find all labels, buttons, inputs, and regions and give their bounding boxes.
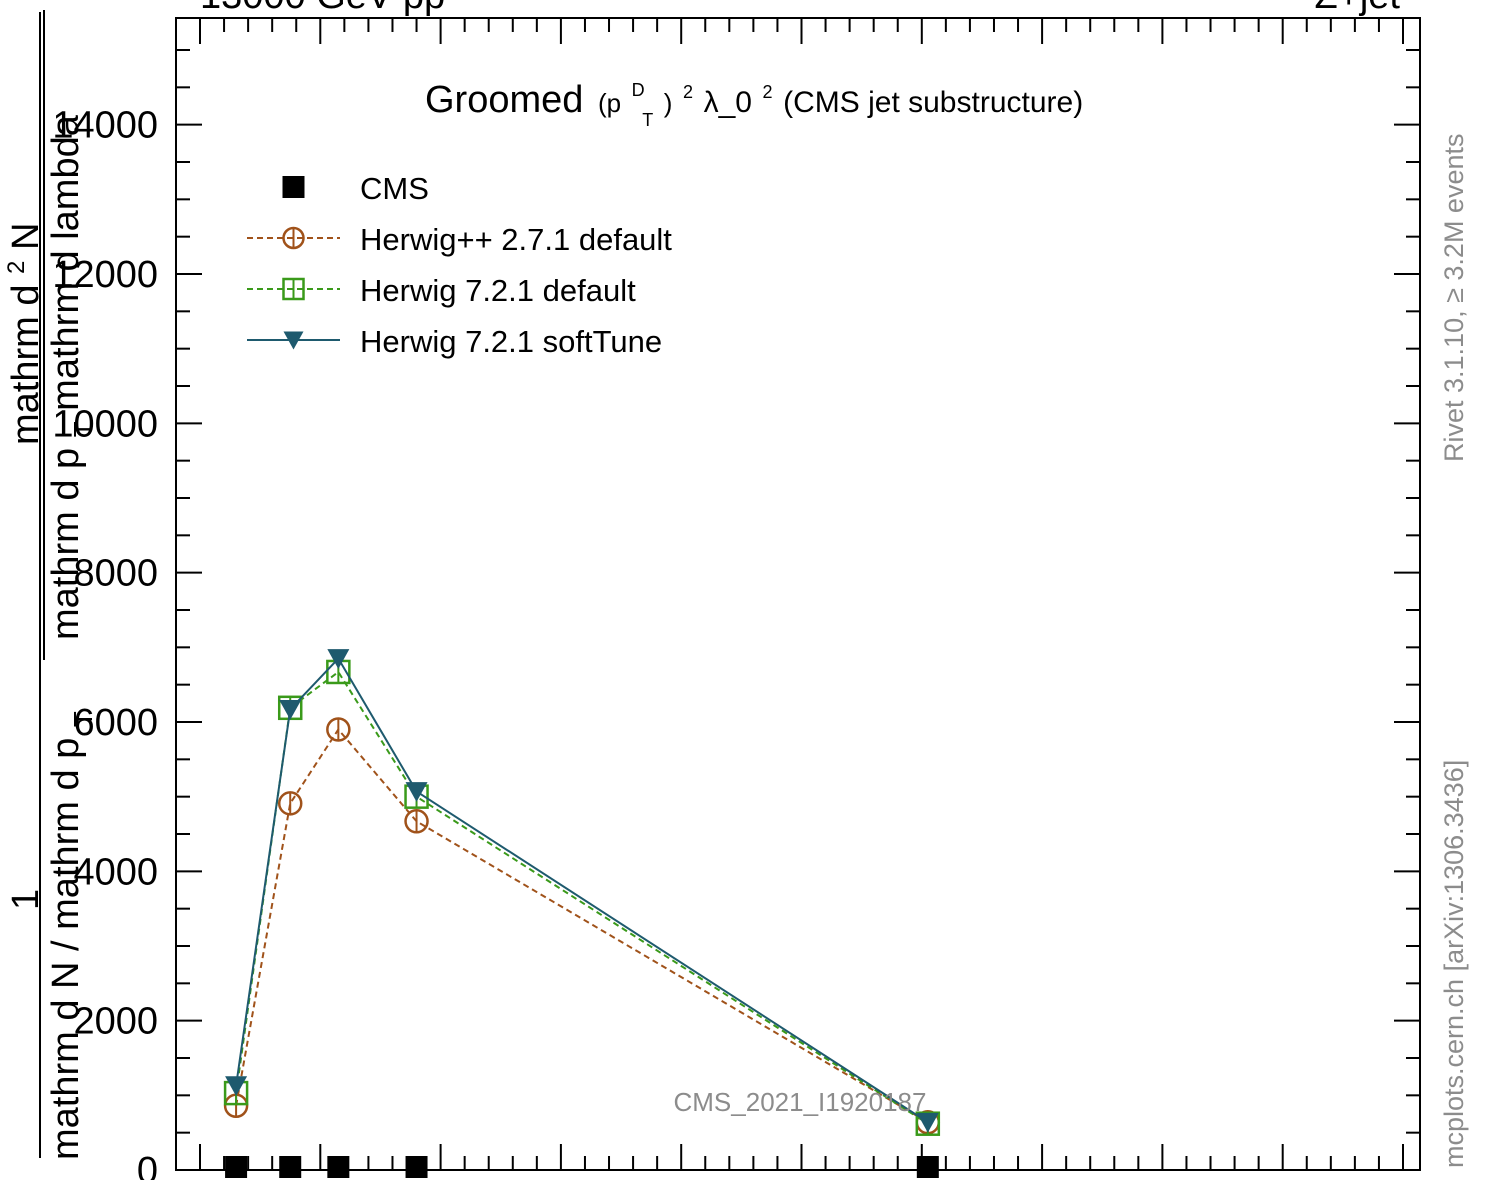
marker-triangle: [279, 699, 302, 720]
y-tick-label: 10000: [52, 403, 158, 445]
title-close: ): [664, 88, 673, 118]
title-word: Groomed: [425, 79, 583, 121]
series-line: [235, 727, 929, 1124]
title-sup-2b: 2: [763, 82, 773, 102]
marker-circle: [277, 791, 303, 816]
marker-triangle: [916, 1112, 939, 1133]
axis-ticks: [176, 18, 1420, 1171]
y-axis-label: 1 mathrm d N / mathrm d p T mathrm d 2 N…: [0, 10, 101, 1160]
plot-title: Groomed (p D T ) 2 λ_0 2 (CMS jet substr…: [425, 63, 1083, 135]
header-right-text: Z+jet: [1314, 0, 1400, 17]
y-tick-label: 12000: [52, 254, 158, 296]
marker-square: [916, 1156, 939, 1178]
y-tick-labels: 0 2000 4000 6000 8000 10000 12000 14000: [52, 105, 158, 1180]
legend-entry: Herwig 7.2.1 softTune: [247, 324, 662, 359]
marker-triangle: [327, 649, 350, 669]
svg-text:mathrm d N / mathrm d p: mathrm d N / mathrm d p T: [45, 711, 98, 1160]
svg-text:mathrm d p T math: mathrm d p T mathrm d lambda: [45, 114, 101, 640]
legend-entry: CMS: [282, 171, 429, 206]
title-p: (p: [598, 88, 621, 118]
legend-entry: Herwig++ 2.7.1 default: [247, 222, 672, 257]
legend: CMS Herwig++ 2.7.1 default Herwig 7.2.1 de…: [247, 171, 672, 359]
header-left-text: 13000 GeV pp: [200, 0, 445, 17]
svg-text:mathrm d 2 N: mathrm d 2 N: [0, 223, 47, 445]
marker-square: [279, 1156, 302, 1178]
ylabel-numerator-tail: N: [5, 223, 47, 250]
series-cms: [225, 1156, 939, 1178]
legend-label: Herwig 7.2.1 default: [360, 273, 636, 308]
marker-circle: [326, 717, 351, 742]
ylabel-denominator-tail: mathrm d lambda: [45, 114, 87, 411]
marker-square: [405, 1156, 428, 1178]
ylabel-denominator-sub: T: [68, 421, 98, 437]
y-tick-label: 14000: [52, 105, 158, 147]
legend-label: CMS: [360, 171, 429, 206]
ylabel-denominator-left-sub: T: [68, 711, 98, 727]
marker-triangle: [283, 331, 304, 350]
y-tick-label: 8000: [73, 553, 158, 595]
legend-entry: Herwig 7.2.1 default: [247, 273, 636, 308]
legend-label: Herwig 7.2.1 softTune: [360, 324, 662, 359]
ylabel-numerator: mathrm d: [5, 285, 47, 445]
marker-circle: [404, 809, 429, 834]
marker-triangle: [225, 1076, 248, 1097]
mcplots-text: mcplots.cern.ch [arXiv:1306.3436]: [1439, 760, 1469, 1168]
y-tick-label: 0: [137, 1150, 158, 1180]
svg-text:Groomed (p D: Groomed (p D T ) 2 λ_0 2 (CMS jet substr…: [425, 63, 1083, 135]
ylabel-numerator-sup: 2: [3, 261, 30, 274]
y-tick-label: 2000: [73, 1001, 158, 1043]
series-herwig-2-7-1-default: [223, 717, 941, 1135]
title-sub-t: T: [642, 110, 653, 130]
plot-frame: [175, 17, 1421, 1171]
rivet-version-text: Rivet 3.1.10, ≥ 3.2M events: [1439, 134, 1469, 462]
marker-square: [225, 1156, 248, 1178]
marker-square: [282, 176, 305, 198]
title-lambda: λ_0: [704, 86, 752, 119]
marker-triangle: [405, 782, 428, 802]
marker-square: [327, 1156, 350, 1178]
series-line: [235, 656, 929, 1124]
y-tick-label: 4000: [73, 851, 158, 893]
y-tick-label: 6000: [73, 702, 158, 744]
legend-label: Herwig++ 2.7.1 default: [360, 222, 672, 257]
series-herwig-7-2-1-softtune: [225, 649, 939, 1133]
marker-open-square: [282, 277, 305, 301]
ylabel-denominator: mathrm d p: [45, 448, 87, 640]
title-rest: (CMS jet substructure): [783, 86, 1083, 119]
title-sup-2a: 2: [683, 82, 693, 102]
ylabel-one: 1: [5, 889, 47, 910]
series-layer: [223, 649, 941, 1178]
title-sup-d: D: [632, 80, 645, 100]
ylabel-denominator-left: mathrm d N / mathrm d p: [45, 738, 87, 1160]
marker-circle: [282, 226, 305, 250]
analysis-watermark: CMS_2021_I1920187: [674, 1087, 927, 1117]
